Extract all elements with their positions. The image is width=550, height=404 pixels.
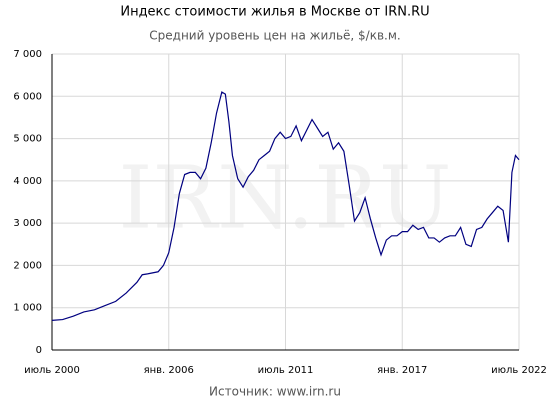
chart-subtitle: Средний уровень цен на жильё, $/кв.м. <box>149 29 400 43</box>
x-tick-label: янв. 2017 <box>377 365 427 376</box>
y-tick-label: 2 000 <box>13 260 42 271</box>
y-tick-label: 5 000 <box>13 134 42 145</box>
source-note: Источник: www.irn.ru <box>209 385 341 399</box>
x-tick-label: июль 2011 <box>258 365 314 376</box>
y-tick-label: 4 000 <box>13 176 42 187</box>
x-tick-label: июль 2000 <box>24 365 80 376</box>
x-tick-label: июль 2022 <box>491 365 547 376</box>
price-line <box>51 91 520 321</box>
x-tick-label: янв. 2006 <box>144 365 194 376</box>
y-tick-label: 6 000 <box>13 91 42 102</box>
y-tick-label: 0 <box>36 345 42 356</box>
y-tick-label: 3 000 <box>13 218 42 229</box>
y-tick-label: 7 000 <box>13 49 42 60</box>
y-tick-label: 1 000 <box>13 303 42 314</box>
chart-title: Индекс стоимости жилья в Москве от IRN.R… <box>120 5 429 20</box>
